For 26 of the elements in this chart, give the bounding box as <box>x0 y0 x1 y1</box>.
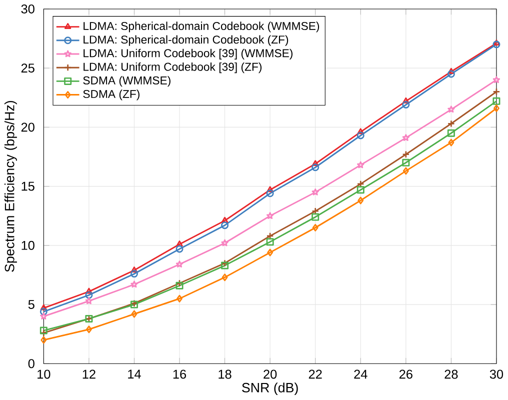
x-tick-label: 10 <box>38 370 50 379</box>
y-tick-label: 10 <box>22 241 34 250</box>
legend-label: LDMA: Spherical-domain Codebook (WMMSE) <box>84 22 320 33</box>
x-axis-title: SNR (dB) <box>242 382 298 396</box>
legend-label: LDMA: Spherical-domain Codebook (ZF) <box>84 36 288 46</box>
x-tick-label: 18 <box>218 370 232 379</box>
y-tick-label: 25 <box>21 64 34 73</box>
x-tick-label: 12 <box>82 370 96 379</box>
legend-label: SDMA (WMMSE) <box>83 76 170 87</box>
x-tick-label: 16 <box>173 370 186 379</box>
y-axis-title: Spectrum Efficiency (bps/Hz) <box>4 101 17 272</box>
x-tick-label: 28 <box>444 370 458 379</box>
legend-label: SDMA (ZF) <box>83 90 140 101</box>
x-tick-label: 26 <box>399 370 412 379</box>
y-tick-label: 0 <box>28 359 34 368</box>
x-tick-label: 24 <box>354 370 368 379</box>
x-tick-label: 14 <box>128 370 141 379</box>
x-tick-label: 20 <box>264 370 277 379</box>
legend-label: LDMA: Uniform Codebook [39] (ZF) <box>84 62 262 74</box>
y-tick-label: 15 <box>22 182 34 191</box>
y-tick-label: 30 <box>21 4 34 14</box>
x-tick-label: 30 <box>490 370 504 379</box>
x-tick-label: 22 <box>308 370 322 379</box>
y-tick-label: 20 <box>21 122 34 132</box>
y-tick-label: 5 <box>28 300 34 310</box>
legend-label: LDMA: Uniform Codebook [39] (WMMSE) <box>84 49 292 60</box>
